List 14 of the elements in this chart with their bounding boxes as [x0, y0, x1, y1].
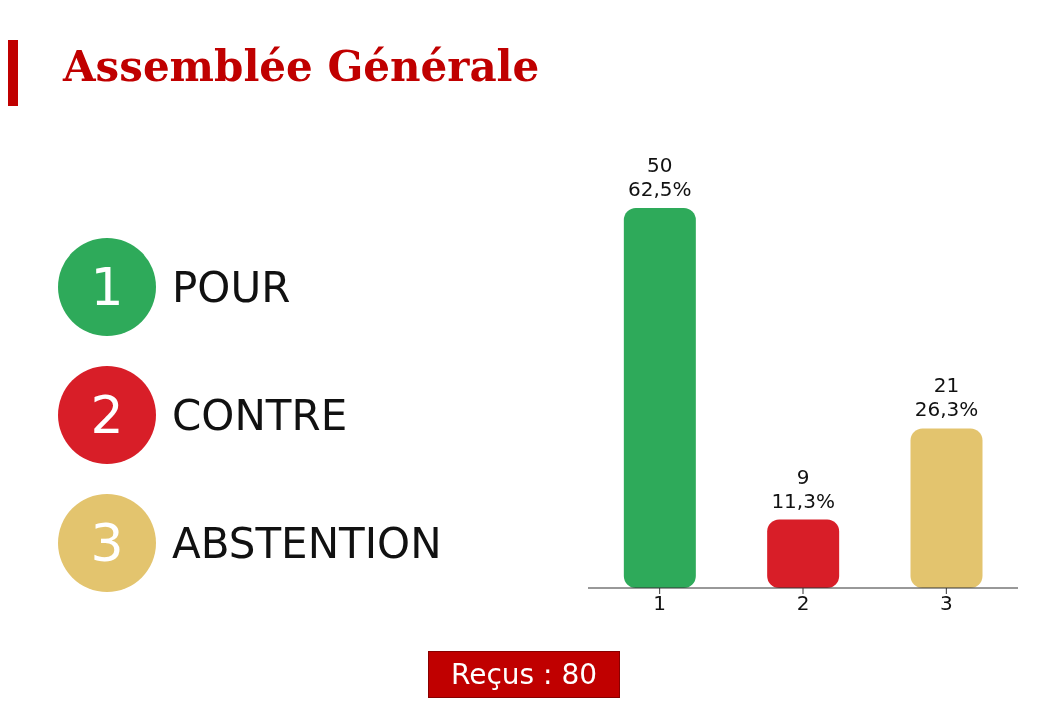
chart-title: Assemblée Générale — [63, 42, 540, 91]
legend-label: ABSTENTION — [172, 518, 442, 568]
category-label: 2 — [90, 385, 124, 445]
x-tick-label: 3 — [939, 591, 953, 616]
category-label: 3 — [90, 513, 124, 573]
x-tick-label: 1 — [653, 591, 667, 616]
data-label: 21 26,3% — [914, 373, 979, 422]
legend-label: POUR — [172, 262, 291, 312]
data-label: 50 62,5% — [628, 153, 692, 201]
text: Reçus : 80 — [428, 651, 621, 698]
category-label: 1 — [90, 257, 124, 317]
x-tick-label: 2 — [796, 591, 810, 616]
legend-label: CONTRE — [172, 390, 348, 440]
data-label: 9 11,3% — [771, 464, 835, 513]
